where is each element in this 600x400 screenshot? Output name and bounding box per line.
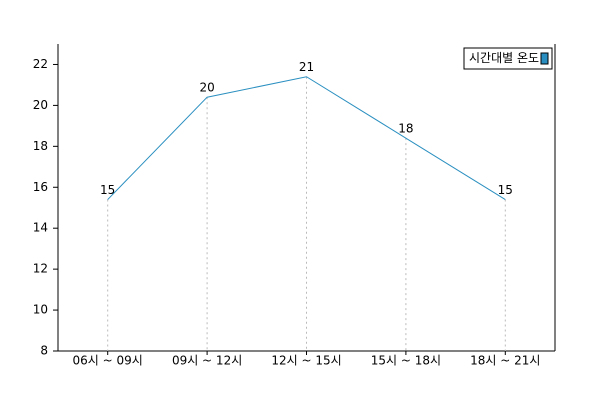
y-tick-label: 18 — [33, 139, 48, 153]
legend-swatch — [540, 52, 549, 65]
legend-label: 시간대별 온도 — [469, 51, 539, 65]
data-label: 15 — [100, 183, 115, 197]
x-tick-label: 15시 ~ 18시 — [371, 354, 441, 368]
x-tick-label: 12시 ~ 15시 — [271, 354, 341, 368]
data-label: 21 — [299, 60, 314, 74]
y-tick-label: 8 — [40, 344, 48, 358]
y-tick-label: 10 — [33, 303, 48, 317]
y-tick-label: 22 — [33, 57, 48, 71]
x-tick-label: 06시 ~ 09시 — [73, 354, 143, 368]
x-tick-label: 18시 ~ 21시 — [470, 354, 540, 368]
data-label: 15 — [498, 183, 513, 197]
x-tick-label: 09시 ~ 12시 — [172, 354, 242, 368]
y-tick-label: 12 — [33, 262, 48, 276]
legend-box — [463, 47, 553, 70]
line — [107, 76, 506, 200]
data-label: 18 — [398, 122, 413, 136]
y-tick-label: 16 — [33, 180, 48, 194]
y-tick-label: 14 — [33, 221, 48, 235]
data-label: 20 — [199, 81, 214, 95]
y-tick-label: 20 — [33, 98, 48, 112]
